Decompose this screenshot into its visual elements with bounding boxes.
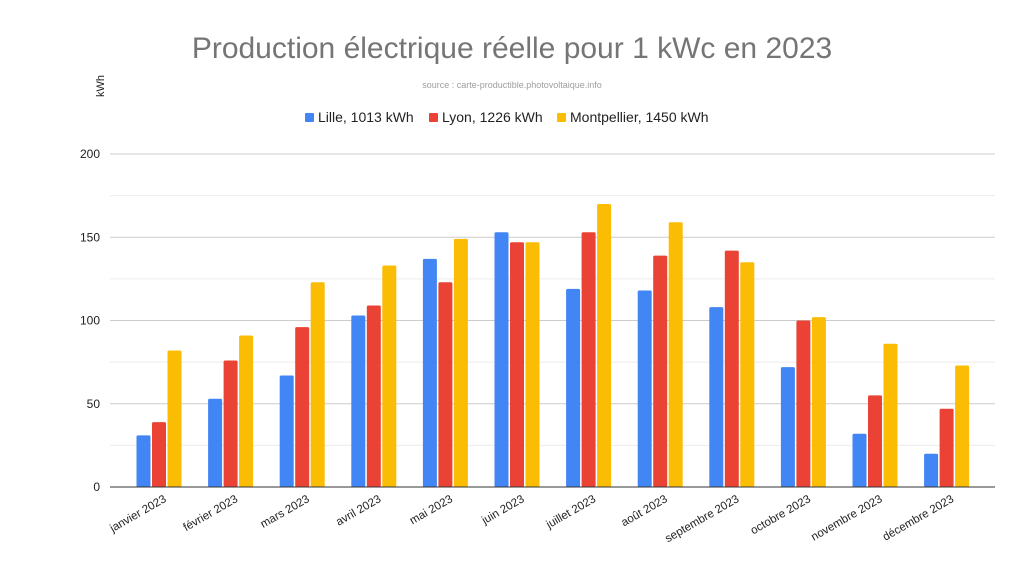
legend-label: Montpellier, 1450 kWh: [570, 109, 709, 125]
bar: [152, 422, 166, 487]
x-axis-ticks: janvier 2023 février 2023 mars 2023 avril 2…: [107, 493, 956, 545]
x-tick-label: octobre 2023: [749, 493, 813, 537]
x-tick-label: décembre 2023: [881, 493, 956, 543]
bar: [581, 232, 596, 487]
y-axis-label: kWh: [95, 75, 107, 97]
x-tick-label: septembre 2023: [663, 493, 741, 545]
bar: [494, 232, 509, 487]
x-tick-label: novembre 2023: [809, 493, 884, 543]
bar: [239, 335, 254, 487]
bar: [136, 435, 151, 487]
x-tick-label: avril 2023: [334, 493, 383, 528]
y-tick-label: 50: [87, 397, 101, 411]
bar: [668, 222, 683, 487]
bar: [740, 262, 755, 487]
bar: [566, 288, 581, 487]
x-tick-label: mai 2023: [408, 493, 455, 527]
chart-subtitle: source : carte-productible.photovoltaiqu…: [422, 80, 602, 90]
bar: [167, 350, 182, 487]
bar: [709, 307, 724, 487]
x-tick-label: février 2023: [182, 493, 241, 534]
y-tick-label: 200: [80, 147, 100, 161]
x-tick-label: janvier 2023: [107, 493, 168, 535]
bar: [208, 398, 223, 487]
bar: [939, 408, 954, 487]
x-tick-label: mars 2023: [259, 493, 312, 531]
bar: [597, 203, 612, 487]
bar: [525, 242, 540, 487]
x-tick-label: juin 2023: [479, 493, 526, 527]
bar: [637, 290, 652, 487]
bar: [382, 265, 397, 487]
x-tick-label: août 2023: [619, 493, 669, 529]
y-tick-label: 150: [80, 230, 100, 244]
bar: [796, 320, 811, 487]
bar: [510, 242, 524, 487]
chart-title: Production électrique réelle pour 1 kWc …: [192, 32, 832, 65]
bar: [883, 343, 898, 487]
bar: [780, 367, 795, 487]
y-axis-ticks: 0 50 100 150 200: [80, 147, 100, 494]
bar: [310, 282, 325, 487]
y-tick-label: 100: [80, 314, 100, 328]
gridlines: [110, 153, 995, 446]
bar: [422, 258, 437, 487]
bar: [366, 305, 381, 487]
bar: [351, 315, 366, 487]
bar: [438, 282, 453, 487]
legend-swatch: [557, 113, 566, 122]
legend-label: Lille, 1013 kWh: [318, 109, 414, 125]
bar: [295, 327, 310, 487]
bar: [811, 317, 826, 487]
bar: [852, 433, 867, 487]
bar: [868, 395, 882, 487]
bar: [223, 360, 238, 487]
legend-swatch: [305, 113, 314, 122]
bar: [453, 238, 468, 487]
x-tick-label: juillet 2023: [544, 493, 598, 531]
bar: [653, 255, 668, 487]
legend-swatch: [429, 113, 438, 122]
y-tick-label: 0: [93, 480, 100, 494]
bar: [924, 453, 939, 487]
bar: [724, 250, 739, 487]
bar: [279, 375, 294, 487]
legend-label: Lyon, 1226 kWh: [442, 109, 543, 125]
bars: [136, 203, 970, 487]
legend: Lille, 1013 kWh Lyon, 1226 kWh Montpellier…: [305, 109, 709, 125]
bar: [955, 365, 970, 487]
